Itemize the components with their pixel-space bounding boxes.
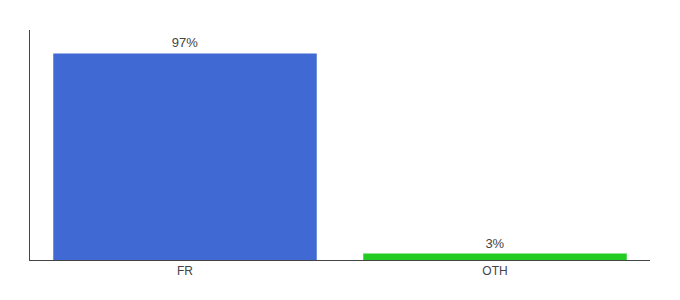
- svg-text:OTH: OTH: [482, 264, 507, 278]
- svg-text:FR: FR: [177, 264, 193, 278]
- svg-text:3%: 3%: [485, 236, 504, 251]
- svg-text:97%: 97%: [172, 35, 198, 50]
